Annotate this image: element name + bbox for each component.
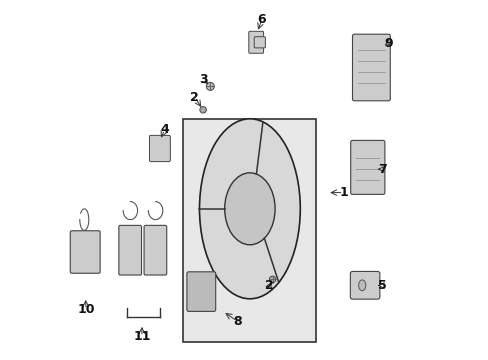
FancyBboxPatch shape <box>144 225 166 275</box>
FancyBboxPatch shape <box>70 231 100 273</box>
Text: 11: 11 <box>133 330 150 343</box>
Ellipse shape <box>199 119 300 299</box>
Text: 9: 9 <box>384 37 392 50</box>
FancyBboxPatch shape <box>149 135 170 162</box>
FancyBboxPatch shape <box>350 140 384 194</box>
Bar <box>183 119 316 342</box>
Ellipse shape <box>358 280 365 291</box>
Ellipse shape <box>224 173 275 245</box>
Ellipse shape <box>269 276 275 283</box>
Text: 4: 4 <box>160 123 169 136</box>
Text: 2: 2 <box>190 91 199 104</box>
FancyBboxPatch shape <box>119 225 141 275</box>
FancyBboxPatch shape <box>248 31 263 53</box>
Text: 2: 2 <box>265 279 273 292</box>
Text: 3: 3 <box>199 73 207 86</box>
Text: 1: 1 <box>339 186 347 199</box>
FancyBboxPatch shape <box>352 34 389 101</box>
Ellipse shape <box>200 107 206 113</box>
FancyBboxPatch shape <box>186 272 215 311</box>
Text: 8: 8 <box>232 315 241 328</box>
Text: 10: 10 <box>77 303 95 316</box>
Ellipse shape <box>206 82 214 90</box>
Text: 7: 7 <box>377 163 386 176</box>
FancyBboxPatch shape <box>349 271 379 299</box>
FancyBboxPatch shape <box>254 37 265 48</box>
Text: 6: 6 <box>257 13 265 26</box>
Text: 5: 5 <box>377 279 386 292</box>
